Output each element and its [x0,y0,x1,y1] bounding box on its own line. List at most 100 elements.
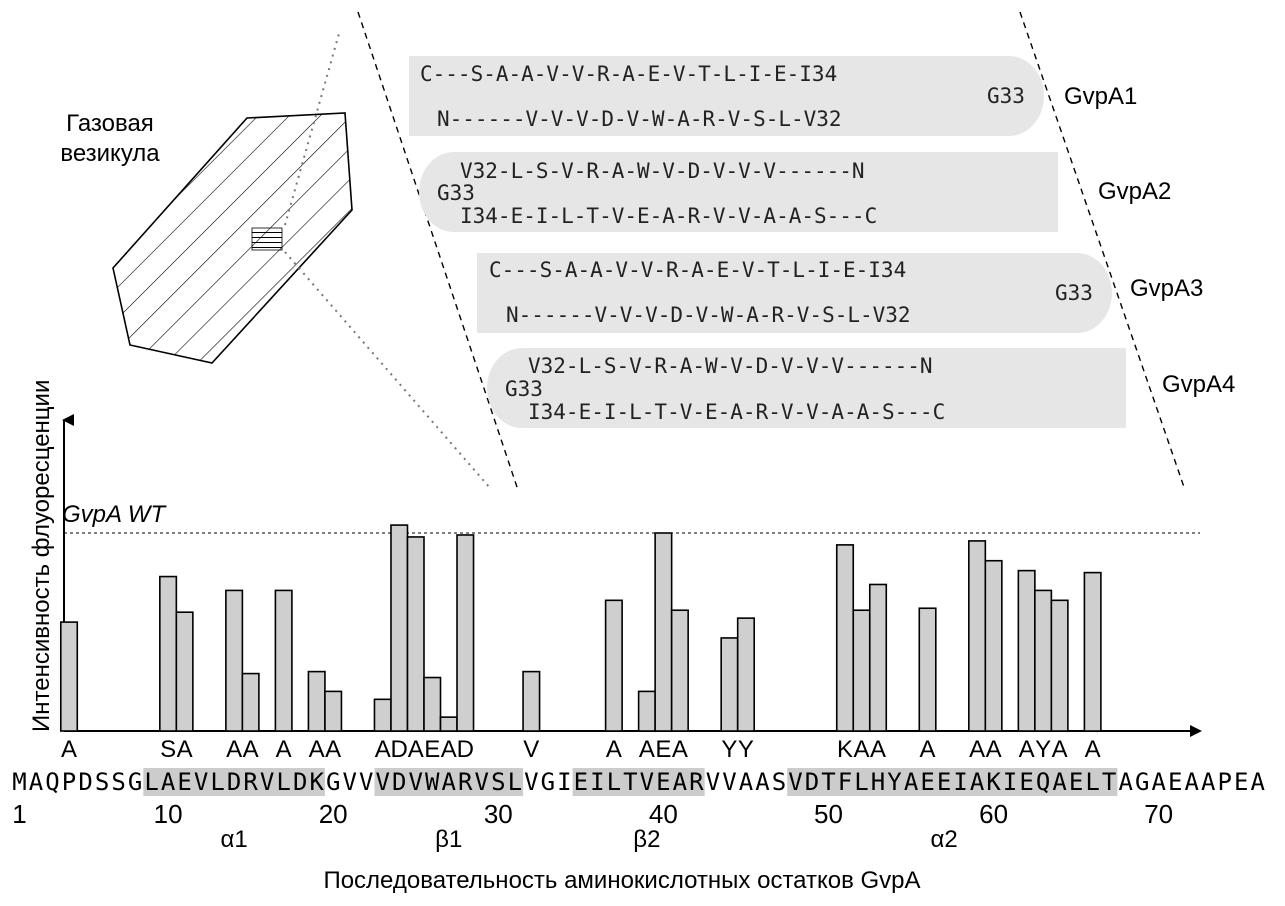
sequence-letter: A [739,768,754,796]
sequence-letter: L [1085,768,1099,796]
bar-pos-60 [984,559,1003,732]
sequence-letter: G [1135,768,1149,796]
sequence-letter: V [706,768,720,796]
sequence-letter: Q [45,768,59,796]
sequence-letter: K [986,768,1001,796]
sequence-letter: A [1184,768,1199,796]
x-tick-labels: 1 10 20 30 40 50 60 70 [12,799,1173,829]
sequence-letter: S [491,768,505,796]
sequence-letter: Q [1036,768,1050,796]
sequence-letter: R [458,768,473,796]
secondary-structure-label: β2 [633,826,660,853]
sequence-letter: E [574,768,588,796]
bar-pos-23 [373,698,392,732]
mutation-label: A [920,736,936,763]
bar-pos-40 [654,532,673,732]
bar-pos-53 [868,583,888,732]
mutation-label: A [177,736,193,763]
sequence-letter: G [326,768,340,796]
sequence-letter: A [442,768,457,796]
sequence-letter: I [590,768,604,796]
bar-pos-10 [159,575,178,732]
monomer-4-bottom: I34-E-I-L-T-V-E-A-R-V-V-A-A-S---C [528,400,945,424]
sequence-letter: T [1102,768,1116,796]
x-axis-label: Последовательность аминокислотных остатк… [323,867,920,894]
mutation-label: A [375,736,391,763]
bar-pos-17 [274,589,293,732]
sequence-letter: R [243,768,258,796]
sequence-highlights [143,768,1118,796]
bar-pos-15 [241,672,260,732]
sequence-letter: E [656,768,670,796]
highlight-range [374,768,524,796]
monomer-1: C---S-A-A-V-V-R-A-E-V-T-L-I-E-I34 N-----… [409,56,1137,136]
mutation-label: A [639,736,655,763]
monomer-2-top: V32-L-S-V-R-A-W-V-D-V-V-V------N [460,159,865,183]
mutation-label: A [672,736,688,763]
sequence-letter: S [111,768,125,796]
sequence-letter: A [161,768,176,796]
bar-pos-11 [175,611,194,732]
secondary-structure-label: α2 [930,826,957,853]
x-tick-label: 20 [319,799,348,829]
x-tick-label: 30 [484,799,513,829]
secondary-structure-labels: α1 β1 β2 α2 [221,826,958,853]
monomer-4-name: GvpA4 [1162,371,1235,398]
mutation-label: A [870,736,886,763]
monomer-1-turn: G33 [987,84,1025,108]
zoom-line-upper [284,29,341,226]
highlight-range [572,768,705,796]
mutation-label: Y [738,736,754,763]
bar-pos-20 [324,690,343,732]
sequence-letter: T [623,768,637,796]
monomer-3-name: GvpA3 [1130,275,1203,302]
sequence-letter: G [128,768,142,796]
sequence-letter: A [1052,768,1067,796]
sequence-letter: V [524,768,538,796]
sequence-letter: A [1118,768,1133,796]
sequence-letter: D [293,768,307,796]
sequence-letter: W [425,768,440,796]
mutation-label: A [61,736,77,763]
mutation-bars [59,524,1102,732]
sequence-letter: V [194,768,208,796]
sequence-letter: L [854,768,868,796]
mutation-label: A [1085,736,1101,763]
sequence-letter: E [1168,768,1182,796]
bar-pos-25 [406,536,425,732]
mutation-label: V [523,736,539,763]
mutation-label: A [408,736,424,763]
mutation-label: A [1019,736,1035,763]
monomer-3-turn: G33 [1055,281,1093,305]
monomer-1-name: GvpA1 [1064,83,1137,110]
sequence-letter: I [1003,768,1017,796]
sequence-letter: E [1019,768,1033,796]
sequence-letter: T [821,768,835,796]
sequence-letter: V [375,768,389,796]
sequence-letter: A [970,768,985,796]
sequence-letter: D [78,768,92,796]
sequence-letter: L [276,768,290,796]
monomer-4-turn: G33 [505,377,543,401]
sequence-letter: V [640,768,654,796]
panel-boundary-left [357,11,519,491]
bar-pos-39 [637,690,656,732]
sequence-letter: I [557,768,571,796]
bar-pos-63 [1034,589,1053,732]
sequence-letter: F [838,768,852,796]
sequence-letter: M [12,768,26,796]
bar-pos-44 [720,637,739,732]
bar-pos-14 [225,589,244,732]
mutation-label: A [309,736,325,763]
monomer-3-shape [477,253,1112,333]
sequence-letter: L [210,768,224,796]
monomer-1-top: C---S-A-A-V-V-R-A-E-V-T-L-I-E-I34 [420,62,837,86]
monomer-3: C---S-A-A-V-V-R-A-E-V-T-L-I-E-I34 N-----… [477,253,1203,333]
sequence-letter: V [342,768,356,796]
sequence-letter: A [1151,768,1166,796]
monomer-2-turn: G33 [437,181,475,205]
x-tick-label: 60 [979,799,1008,829]
mutation-label: A [325,736,341,763]
